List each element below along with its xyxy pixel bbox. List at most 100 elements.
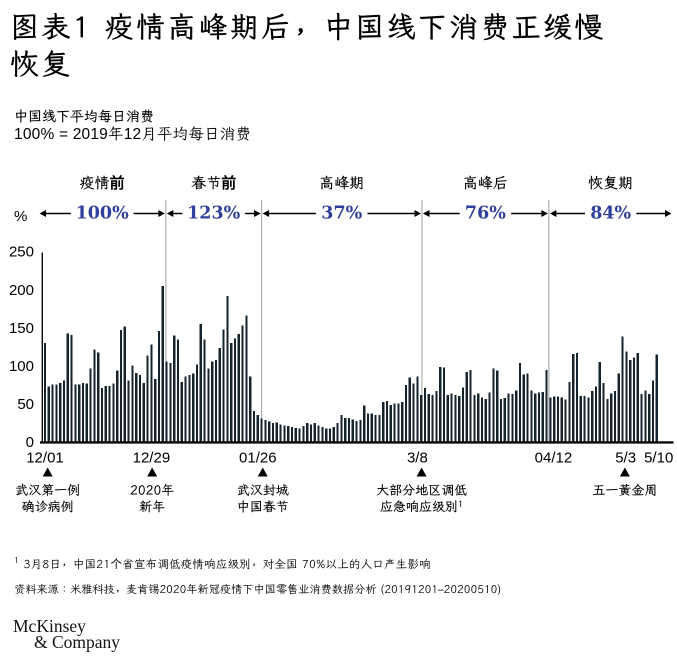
bar: [363, 405, 366, 443]
bar: [568, 382, 571, 443]
bar: [161, 286, 164, 443]
bar: [218, 347, 221, 443]
bar: [119, 330, 123, 443]
bar: [214, 359, 218, 443]
phase-label: 恢复期: [588, 174, 633, 193]
arrow-left-icon: [549, 210, 557, 217]
bar: [260, 418, 263, 443]
bar: [70, 334, 73, 443]
event-annotation-line: 五一黄金周: [592, 482, 657, 499]
footnote: 1 3月8日， 中国21个省宣布调低疫情响应级别， 对全国 70%以上的人口产生影响: [14, 555, 431, 574]
bar: [78, 384, 81, 443]
event-annotation-line: 大部分地区调低: [376, 482, 467, 499]
bar: [157, 330, 161, 443]
event-annotation-line: 新年: [139, 498, 165, 515]
bar: [522, 374, 525, 443]
bar: [131, 365, 134, 443]
bar: [454, 394, 457, 443]
arrow-left-icon: [422, 210, 430, 217]
bar: [473, 394, 476, 443]
bar: [332, 426, 335, 443]
bar: [233, 338, 237, 443]
bar: [617, 373, 620, 443]
bar: [632, 357, 636, 443]
bar: [518, 362, 522, 443]
bar: [249, 376, 252, 443]
arrow-left-icon: [39, 210, 46, 217]
bar: [393, 403, 396, 443]
x-tick-label: 5/3: [615, 450, 636, 467]
phase-label: 高峰后: [463, 174, 508, 193]
bar: [328, 428, 332, 443]
bar: [412, 383, 415, 443]
x-tick-label: 5/10: [644, 450, 673, 467]
bar: [420, 394, 423, 443]
bar: [446, 394, 449, 443]
phase-percent: 84%: [590, 204, 631, 224]
bar: [496, 370, 499, 443]
phase-percent: 123%: [187, 204, 241, 224]
bar: [116, 370, 119, 443]
x-tick-label: 01/26: [239, 450, 277, 467]
event-triangle-icon: [257, 467, 268, 477]
bar: [534, 393, 537, 443]
y-axis: % 0 50 100 150 200 250: [9, 208, 43, 451]
bar: [655, 354, 658, 443]
bar: [264, 420, 267, 443]
bar: [306, 423, 309, 443]
bar: [245, 315, 248, 443]
bar: [43, 343, 47, 443]
bar: [85, 383, 88, 443]
bar: [640, 394, 643, 443]
bar: [366, 413, 370, 443]
bar: [556, 396, 560, 443]
bar: [97, 352, 100, 443]
logo-line2: & Company: [34, 631, 121, 652]
bar: [344, 417, 347, 443]
chart-baseline-note: 100% = 2019年12月平均每日消费: [14, 125, 252, 143]
bar: [488, 392, 491, 443]
bar: [610, 393, 613, 443]
bar: [461, 387, 465, 443]
bar: [560, 397, 563, 443]
bar: [313, 423, 316, 443]
bar: [629, 359, 632, 443]
bar: [340, 414, 343, 443]
bar: [268, 421, 271, 443]
bar: [230, 343, 233, 443]
bar: [222, 329, 225, 443]
y-tick-label: 250: [9, 244, 34, 261]
event-triangle-icon: [416, 467, 427, 477]
bar: [484, 398, 487, 443]
bar: [325, 428, 328, 443]
daily-consumption-bar-chart: 疫情前 100% 春节前 123% 高峰期 37% 高峰后 76% 恢复期 84% % 0 50 100…: [9, 174, 674, 515]
y-axis-unit: %: [14, 208, 27, 225]
y-tick-label: 150: [9, 320, 34, 337]
bar: [184, 376, 187, 443]
bar: [347, 417, 351, 443]
phase-percent: 37%: [321, 204, 362, 224]
event-triangle-icon: [42, 467, 53, 477]
bar: [579, 395, 582, 443]
logo-line1: McKinsey: [13, 616, 86, 636]
bar: [207, 368, 210, 443]
bar: [283, 425, 286, 443]
bar: [587, 397, 590, 443]
bar: [408, 377, 411, 443]
bar: [397, 403, 400, 443]
arrow-left-icon: [262, 210, 270, 217]
bar: [636, 353, 639, 443]
x-tick-label: 04/12: [535, 450, 573, 467]
bar: [66, 333, 69, 443]
event-annotation-line: 武汉第一例: [15, 482, 80, 499]
bar: [188, 375, 191, 443]
bar: [416, 376, 419, 443]
phase-label: 高峰期: [319, 174, 364, 193]
bar: [104, 385, 107, 443]
bar: [431, 394, 434, 443]
bar: [401, 401, 404, 443]
footnote-text: 3月8日， 中国21个省宣布调低疫情响应级别， 对全国 70%以上的人口产生影响: [23, 556, 431, 574]
event-footnote-marker: 1: [458, 498, 463, 510]
bar: [81, 382, 85, 443]
